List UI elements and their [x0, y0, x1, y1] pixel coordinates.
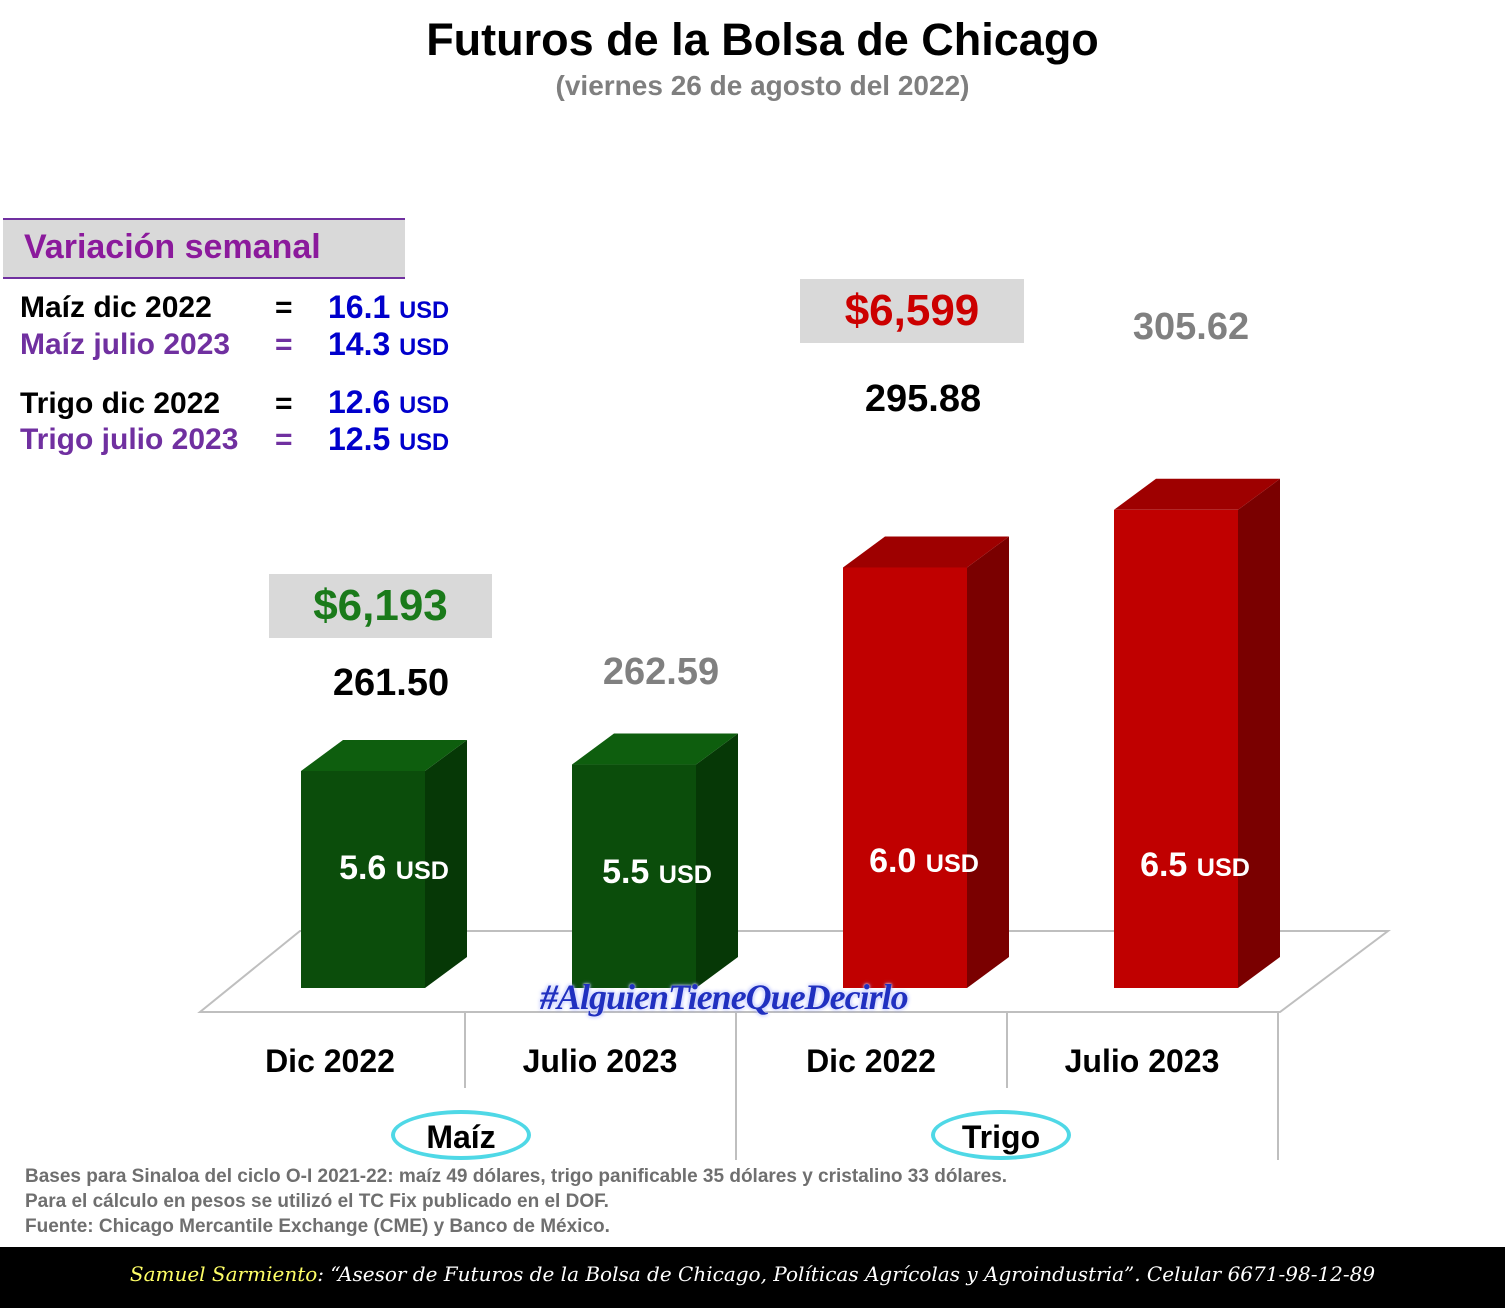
bar-top-face — [843, 536, 1009, 568]
bar-maiz-dic — [301, 740, 467, 988]
bar-label-maiz-julio: 5.5 USD — [602, 853, 712, 891]
weekly-value-trigo-julio: 12.5 USD — [328, 421, 450, 457]
bar-top-face — [1114, 478, 1280, 510]
bar-side-face — [967, 536, 1009, 988]
weekly-value-maiz-julio: 14.3 USD — [328, 326, 450, 362]
value-label-maiz-dic: 261.50 — [332, 662, 450, 704]
weekly-variation-title: Variación semanal — [24, 228, 321, 266]
group-label-maiz: Maíz — [391, 1110, 531, 1160]
weekly-eq: = — [275, 423, 293, 456]
weekly-label-maiz-julio: Maíz julio 2023 — [20, 328, 231, 361]
category-label-trigo-dic: Dic 2022 — [806, 1043, 936, 1079]
bar-top-face — [572, 733, 738, 765]
footer-description: : “Asesor de Futuros de la Bolsa de Chic… — [317, 1262, 1376, 1286]
category-label-maiz-dic: Dic 2022 — [265, 1043, 395, 1079]
value-label-trigo-dic: 295.88 — [864, 378, 982, 420]
weekly-variation-box — [3, 218, 405, 279]
bar-maiz-julio — [572, 733, 738, 988]
bar-trigo-julio — [1114, 478, 1280, 988]
category-label-trigo-julio: Julio 2023 — [1064, 1043, 1220, 1079]
price-box-trigo: $6,599 — [800, 279, 1024, 343]
bar-side-face — [1238, 478, 1280, 988]
value-label-trigo-julio: 305.62 — [1132, 306, 1250, 348]
bar-side-face — [696, 733, 738, 988]
bar-front-face — [572, 764, 696, 988]
category-label-maiz-julio: Julio 2023 — [522, 1043, 678, 1079]
note-bases: Bases para Sinaloa del ciclo O-I 2021-22… — [25, 1166, 1008, 1187]
bar-side-face — [425, 740, 467, 988]
footer-bar — [0, 1247, 1505, 1308]
weekly-eq: = — [275, 387, 293, 420]
bar-trigo-dic — [843, 536, 1009, 988]
footer-author: Samuel Sarmiento — [129, 1262, 318, 1286]
bar-front-face — [1114, 509, 1238, 988]
weekly-eq: = — [275, 328, 293, 361]
value-label-maiz-julio: 262.59 — [602, 651, 720, 693]
watermark-hashtag: #AlguienTieneQueDecirlo — [540, 977, 909, 1017]
footer-credit: Samuel Sarmiento: “Asesor de Futuros de … — [0, 1262, 1505, 1286]
chart-subtitle: (viernes 26 de agosto del 2022) — [555, 70, 970, 101]
weekly-value-maiz-dic: 16.1 USD — [328, 289, 450, 325]
note-exchange-rate: Para el cálculo en pesos se utilizó el T… — [25, 1191, 609, 1212]
weekly-label-trigo-julio: Trigo julio 2023 — [20, 423, 239, 456]
chart-title: Futuros de la Bolsa de Chicago — [426, 14, 1099, 65]
weekly-value-trigo-dic: 12.6 USD — [328, 384, 450, 420]
weekly-eq: = — [275, 291, 293, 324]
bar-label-maiz-dic: 5.6 USD — [339, 849, 449, 887]
price-box-maiz: $6,193 — [269, 574, 492, 638]
bar-top-face — [301, 740, 467, 771]
chart-floor — [197, 930, 1391, 1160]
note-source: Fuente: Chicago Mercantile Exchange (CME… — [25, 1216, 610, 1237]
bar-label-trigo-julio: 6.5 USD — [1140, 846, 1250, 884]
bar-front-face — [843, 567, 967, 988]
weekly-label-trigo-dic: Trigo dic 2022 — [20, 387, 221, 420]
bar-label-trigo-dic: 6.0 USD — [869, 842, 979, 880]
group-label-trigo: Trigo — [931, 1110, 1071, 1160]
bar-front-face — [301, 771, 425, 988]
weekly-label-maiz-dic: Maíz dic 2022 — [20, 291, 212, 324]
